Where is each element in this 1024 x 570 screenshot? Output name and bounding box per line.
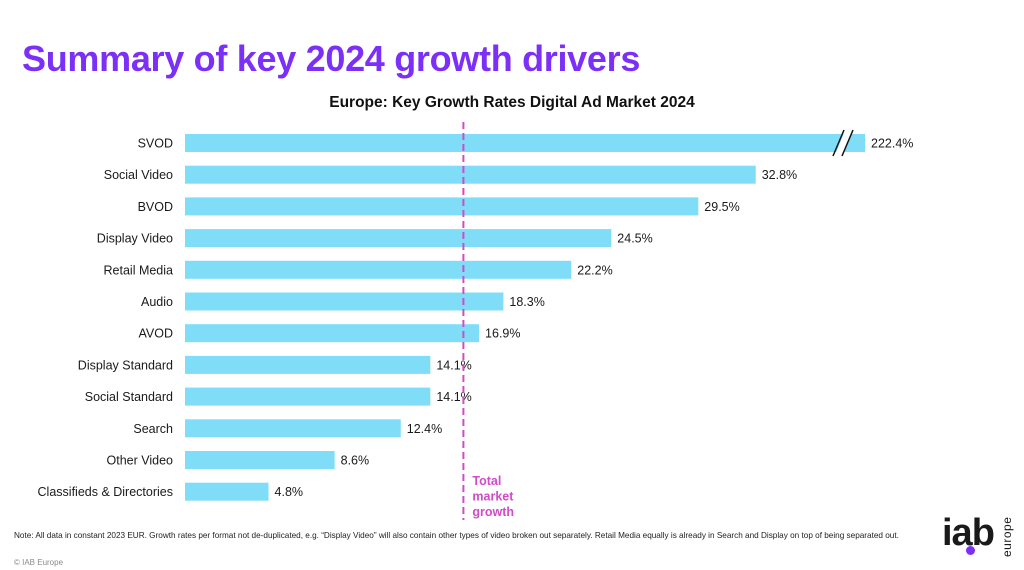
value-label: 12.4% xyxy=(407,422,442,436)
axis-break-mark xyxy=(832,129,854,157)
iab-europe-logo: iab europe xyxy=(942,497,1022,563)
logo-subtitle: europe xyxy=(1000,516,1014,557)
category-label: SVOD xyxy=(138,137,173,151)
category-label: Other Video xyxy=(107,454,174,468)
category-label: Audio xyxy=(141,295,173,309)
bar-display-standard xyxy=(185,355,431,374)
reference-line-label: Total xyxy=(472,474,501,488)
chart-title: Europe: Key Growth Rates Digital Ad Mark… xyxy=(329,94,695,111)
reference-line-label: market xyxy=(472,490,514,504)
bar-retail-media xyxy=(185,260,572,279)
category-label: Display Standard xyxy=(78,358,173,372)
value-label: 4.8% xyxy=(275,485,304,499)
value-label: 8.6% xyxy=(341,454,370,468)
value-label: 222.4% xyxy=(871,137,913,151)
bar-avod xyxy=(185,324,480,343)
slide-title: Summary of key 2024 growth drivers xyxy=(22,38,641,79)
value-label: 22.2% xyxy=(577,263,612,277)
value-label: 32.8% xyxy=(762,168,797,182)
reference-line-label: growth xyxy=(472,505,514,519)
bar-search xyxy=(185,419,401,438)
value-label: 14.1% xyxy=(436,390,471,404)
category-label: AVOD xyxy=(139,327,174,341)
category-label: Social Video xyxy=(104,168,173,182)
value-label: 18.3% xyxy=(509,295,544,309)
value-label: 16.9% xyxy=(485,327,520,341)
bar-svod xyxy=(185,134,865,152)
bar-social-standard xyxy=(185,387,431,406)
bar-classifieds-directories xyxy=(185,482,269,501)
bar-other-video xyxy=(185,451,335,469)
category-label: Search xyxy=(133,422,173,436)
copyright: © IAB Europe xyxy=(14,558,64,567)
value-label: 29.5% xyxy=(704,200,739,214)
logo-dot xyxy=(966,546,975,555)
category-label: Social Standard xyxy=(85,390,173,404)
bar-display-video xyxy=(185,229,612,248)
bar-social-video xyxy=(185,165,756,184)
category-label: BVOD xyxy=(138,200,173,214)
category-label: Display Video xyxy=(97,232,173,246)
category-label: Classifieds & Directories xyxy=(38,485,173,499)
bar-bvod xyxy=(185,197,699,216)
bar-audio xyxy=(185,292,504,311)
value-label: 24.5% xyxy=(617,232,652,246)
value-label: 14.1% xyxy=(436,358,471,372)
category-label: Retail Media xyxy=(104,263,174,277)
footnote: Note: All data in constant 2023 EUR. Gro… xyxy=(14,531,899,540)
